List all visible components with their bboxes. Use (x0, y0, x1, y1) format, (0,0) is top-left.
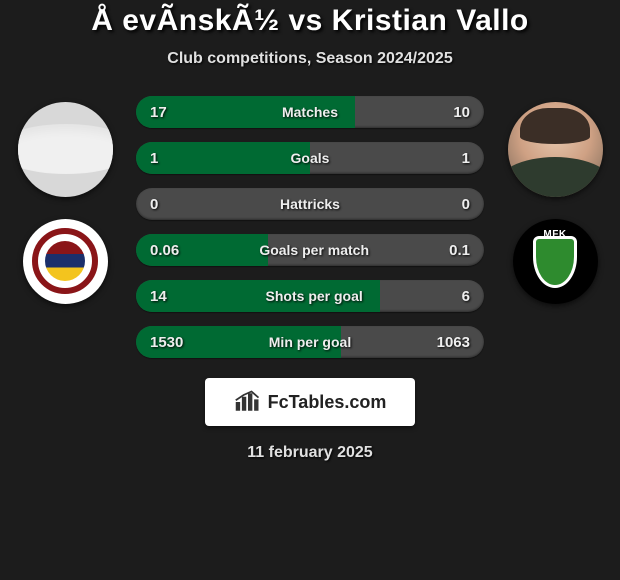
stat-value-left: 1530 (150, 334, 183, 351)
stat-row: 0.06 Goals per match 0.1 (136, 234, 484, 266)
club-badge-right: MFK (513, 219, 598, 304)
badge-core (45, 241, 85, 281)
stat-row: 17 Matches 10 (136, 96, 484, 128)
stat-bar-fill (136, 142, 310, 174)
stat-label: Matches (282, 104, 338, 120)
stat-value-right: 1 (462, 150, 470, 167)
chart-icon (234, 390, 262, 414)
player-left-column (10, 96, 120, 304)
player-right-column: MFK (500, 96, 610, 304)
stat-value-left: 1 (150, 150, 158, 167)
stat-label: Min per goal (269, 334, 351, 350)
branding-badge: FcTables.com (205, 378, 415, 426)
stat-value-left: 0.06 (150, 242, 179, 259)
stat-value-left: 0 (150, 196, 158, 213)
comparison-infographic: Å evÃnskÃ½ vs Kristian Vallo Club compet… (0, 0, 620, 580)
stat-value-right: 0 (462, 196, 470, 213)
stat-value-left: 17 (150, 104, 167, 121)
stat-value-right: 6 (462, 288, 470, 305)
stats-list: 17Matches101Goals10Hattricks00.06Goals p… (136, 96, 484, 358)
player-left-avatar (18, 102, 113, 197)
branding-text: FcTables.com (268, 392, 387, 413)
stat-row: 14 Shots per goal 6 (136, 280, 484, 312)
page-title: Å evÃnskÃ½ vs Kristian Vallo (0, 4, 620, 38)
infographic-date: 11 february 2025 (0, 444, 620, 462)
club-badge-left (23, 219, 108, 304)
stat-value-left: 14 (150, 288, 167, 305)
stat-row: 1 Goals 1 (136, 142, 484, 174)
player-right-avatar (508, 102, 603, 197)
stat-value-right: 1063 (437, 334, 470, 351)
stat-value-right: 10 (453, 104, 470, 121)
stat-row: 1530 Min per goal 1063 (136, 326, 484, 358)
page-subtitle: Club competitions, Season 2024/2025 (0, 50, 620, 68)
stat-label: Goals (291, 150, 330, 166)
badge-shield (533, 236, 577, 288)
main-content: 17Matches101Goals10Hattricks00.06Goals p… (0, 96, 620, 358)
stat-label: Goals per match (259, 242, 369, 258)
stat-value-right: 0.1 (449, 242, 470, 259)
stat-label: Shots per goal (266, 288, 363, 304)
stat-label: Hattricks (280, 196, 340, 212)
stat-row: 0 Hattricks 0 (136, 188, 484, 220)
